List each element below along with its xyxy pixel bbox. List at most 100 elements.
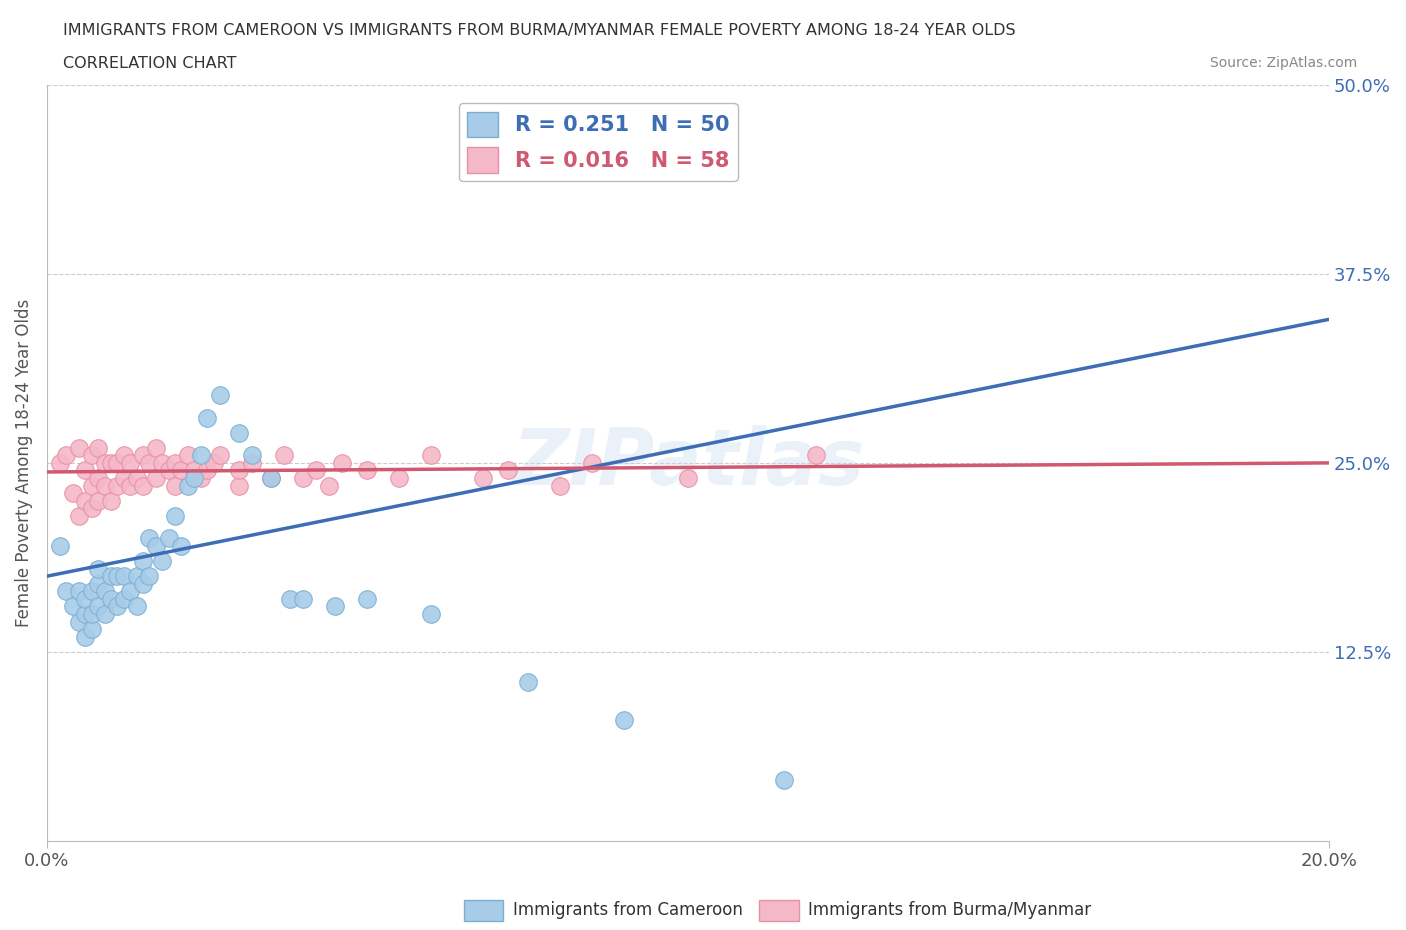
Point [48, 538, 70, 553]
Point [356, 591, 378, 606]
Text: ZIPatlas: ZIPatlas [512, 425, 863, 501]
Point [120, 456, 142, 471]
Point [93, 478, 115, 493]
Point [273, 448, 295, 463]
Point [195, 463, 218, 478]
Point [177, 448, 200, 463]
Point [240, 448, 263, 463]
Point [548, 478, 571, 493]
Point [125, 569, 148, 584]
Point [228, 478, 250, 493]
Point [55, 448, 77, 463]
Point [165, 478, 187, 493]
Point [132, 553, 155, 568]
Point [330, 456, 353, 471]
Point [165, 456, 187, 471]
Point [75, 606, 97, 621]
Point [112, 448, 135, 463]
Point [75, 630, 97, 644]
Point [80, 478, 103, 493]
Point [498, 463, 520, 478]
Point [305, 463, 328, 478]
Point [157, 463, 180, 478]
Point [195, 410, 218, 425]
Point [67, 584, 90, 599]
Point [208, 388, 231, 403]
Point [516, 674, 538, 689]
Point [170, 538, 193, 553]
Point [100, 493, 122, 508]
Point [87, 471, 110, 485]
Point [676, 471, 699, 485]
Point [87, 440, 110, 455]
Point [75, 493, 97, 508]
Point [471, 471, 494, 485]
Legend: R = 0.251   N = 50, R = 0.016   N = 58: R = 0.251 N = 50, R = 0.016 N = 58 [458, 103, 738, 181]
Point [138, 569, 160, 584]
Point [100, 591, 122, 606]
Point [112, 591, 135, 606]
Point [67, 614, 90, 629]
Point [177, 478, 200, 493]
Text: Immigrants from Burma/Myanmar: Immigrants from Burma/Myanmar [808, 900, 1091, 919]
Point [280, 591, 302, 606]
Point [138, 456, 160, 471]
Point [202, 456, 225, 471]
Point [105, 456, 128, 471]
Point [145, 538, 167, 553]
Point [105, 569, 128, 584]
Point [93, 606, 115, 621]
Point [120, 584, 142, 599]
Point [105, 478, 128, 493]
Point [75, 463, 97, 478]
Point [157, 531, 180, 546]
Point [100, 569, 122, 584]
Point [208, 448, 231, 463]
Point [93, 584, 115, 599]
Point [62, 485, 84, 500]
Point [292, 471, 315, 485]
Point [80, 584, 103, 599]
Point [132, 478, 155, 493]
Point [80, 606, 103, 621]
Point [145, 440, 167, 455]
Point [190, 471, 212, 485]
Point [87, 493, 110, 508]
Point [170, 463, 193, 478]
Text: Source: ZipAtlas.com: Source: ZipAtlas.com [1209, 56, 1357, 70]
Point [613, 712, 636, 727]
Point [190, 448, 212, 463]
Point [87, 561, 110, 576]
Point [80, 621, 103, 636]
Point [75, 591, 97, 606]
Point [260, 471, 283, 485]
Point [228, 425, 250, 440]
Point [112, 471, 135, 485]
Point [165, 509, 187, 524]
Point [420, 606, 443, 621]
Point [804, 448, 827, 463]
Point [356, 463, 378, 478]
Point [183, 471, 205, 485]
Point [87, 577, 110, 591]
Point [150, 553, 173, 568]
Point [87, 599, 110, 614]
Point [420, 448, 443, 463]
Point [183, 463, 205, 478]
Point [773, 773, 796, 788]
Point [323, 599, 346, 614]
Text: Immigrants from Cameroon: Immigrants from Cameroon [513, 900, 742, 919]
Point [228, 463, 250, 478]
Point [125, 599, 148, 614]
Point [125, 471, 148, 485]
Point [67, 440, 90, 455]
Text: IMMIGRANTS FROM CAMEROON VS IMMIGRANTS FROM BURMA/MYANMAR FEMALE POVERTY AMONG 1: IMMIGRANTS FROM CAMEROON VS IMMIGRANTS F… [63, 23, 1017, 38]
Y-axis label: Female Poverty Among 18-24 Year Olds: Female Poverty Among 18-24 Year Olds [15, 299, 32, 627]
Point [240, 456, 263, 471]
Point [55, 584, 77, 599]
Point [132, 577, 155, 591]
Point [388, 471, 411, 485]
Point [112, 569, 135, 584]
Point [93, 456, 115, 471]
Point [62, 599, 84, 614]
